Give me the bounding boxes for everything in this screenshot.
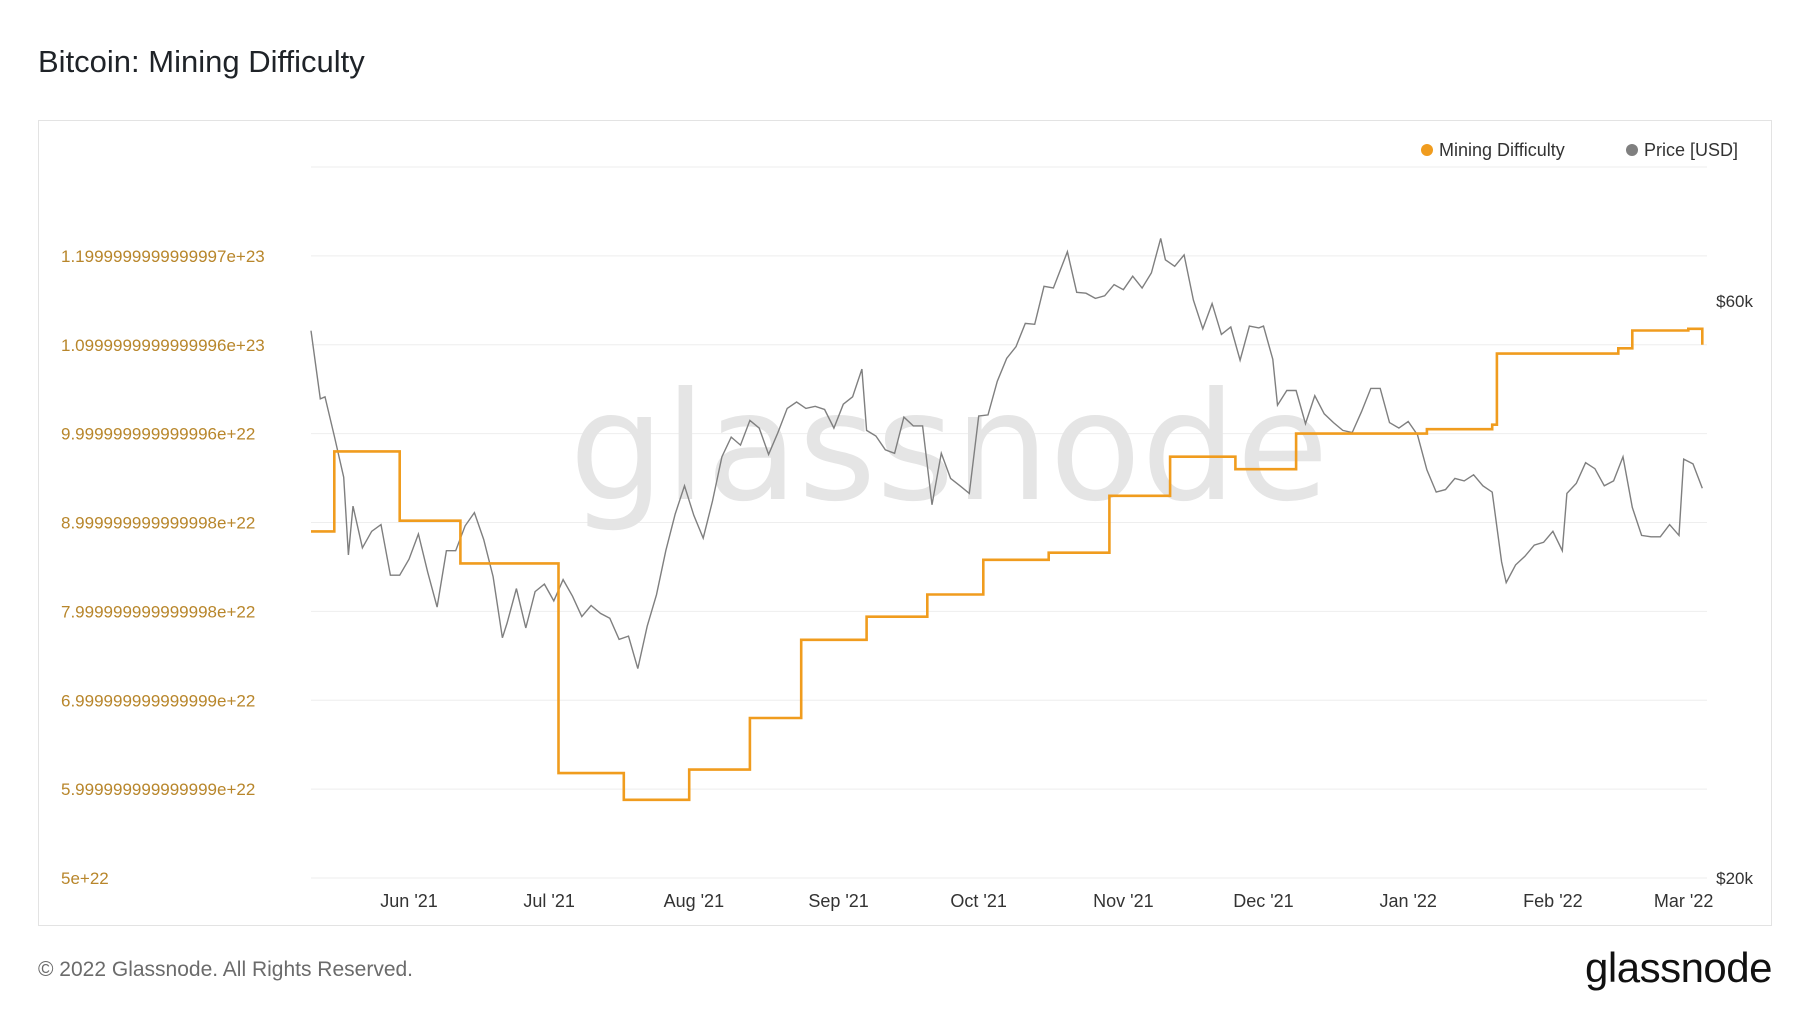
left-axis-tick-label: 6.999999999999999e+22 (61, 691, 255, 710)
legend-label-difficulty: Mining Difficulty (1439, 140, 1565, 160)
x-axis-tick-label: Mar '22 (1654, 891, 1713, 911)
x-axis-tick-label: Dec '21 (1233, 891, 1293, 911)
left-axis-tick-label: 5e+22 (61, 869, 109, 888)
right-axis-tick-label: $20k (1716, 869, 1753, 888)
left-axis-tick-label: 8.999999999999998e+22 (61, 514, 255, 533)
x-axis-tick-label: Jul '21 (523, 891, 574, 911)
chart-panel: glassnode 5e+22 5.999999999999999e+22 6.999… (38, 120, 1772, 926)
right-axis-tick-label: $60k (1716, 292, 1753, 311)
x-axis-tick-label: Nov '21 (1093, 891, 1153, 911)
left-axis-tick-label: 1.0999999999999996e+23 (61, 336, 265, 355)
left-axis-tick-label: 9.999999999999996e+22 (61, 425, 255, 444)
price-series-line (310, 238, 1703, 669)
x-axis-tick-label: Jan '22 (1379, 891, 1436, 911)
x-axis-tick-label: Feb '22 (1523, 891, 1582, 911)
legend: Mining Difficulty Price [USD] (1421, 140, 1738, 160)
left-axis-tick-label: 7.999999999999998e+22 (61, 602, 255, 621)
chart-plot: glassnode 5e+22 5.999999999999999e+22 6.999… (61, 140, 1753, 911)
watermark: glassnode (569, 361, 1328, 535)
page-title: Bitcoin: Mining Difficulty (38, 44, 365, 79)
legend-marker-price (1626, 144, 1638, 156)
glassnode-logo: glassnode (1585, 944, 1772, 991)
left-axis-tick-label: 5.999999999999999e+22 (61, 780, 255, 799)
x-axis-tick-label: Oct '21 (950, 891, 1006, 911)
legend-label-price: Price [USD] (1644, 140, 1738, 160)
x-axis-tick-label: Sep '21 (808, 891, 869, 911)
x-axis-tick-label: Aug '21 (664, 891, 725, 911)
legend-marker-difficulty (1421, 144, 1433, 156)
gridlines (311, 166, 1707, 879)
mining-difficulty-series-line (311, 327, 1704, 802)
left-axis-tick-label: 1.1999999999999997e+23 (61, 247, 265, 266)
x-axis-tick-label: Jun '21 (380, 891, 437, 911)
copyright-footer: © 2022 Glassnode. All Rights Reserved. (38, 958, 414, 981)
